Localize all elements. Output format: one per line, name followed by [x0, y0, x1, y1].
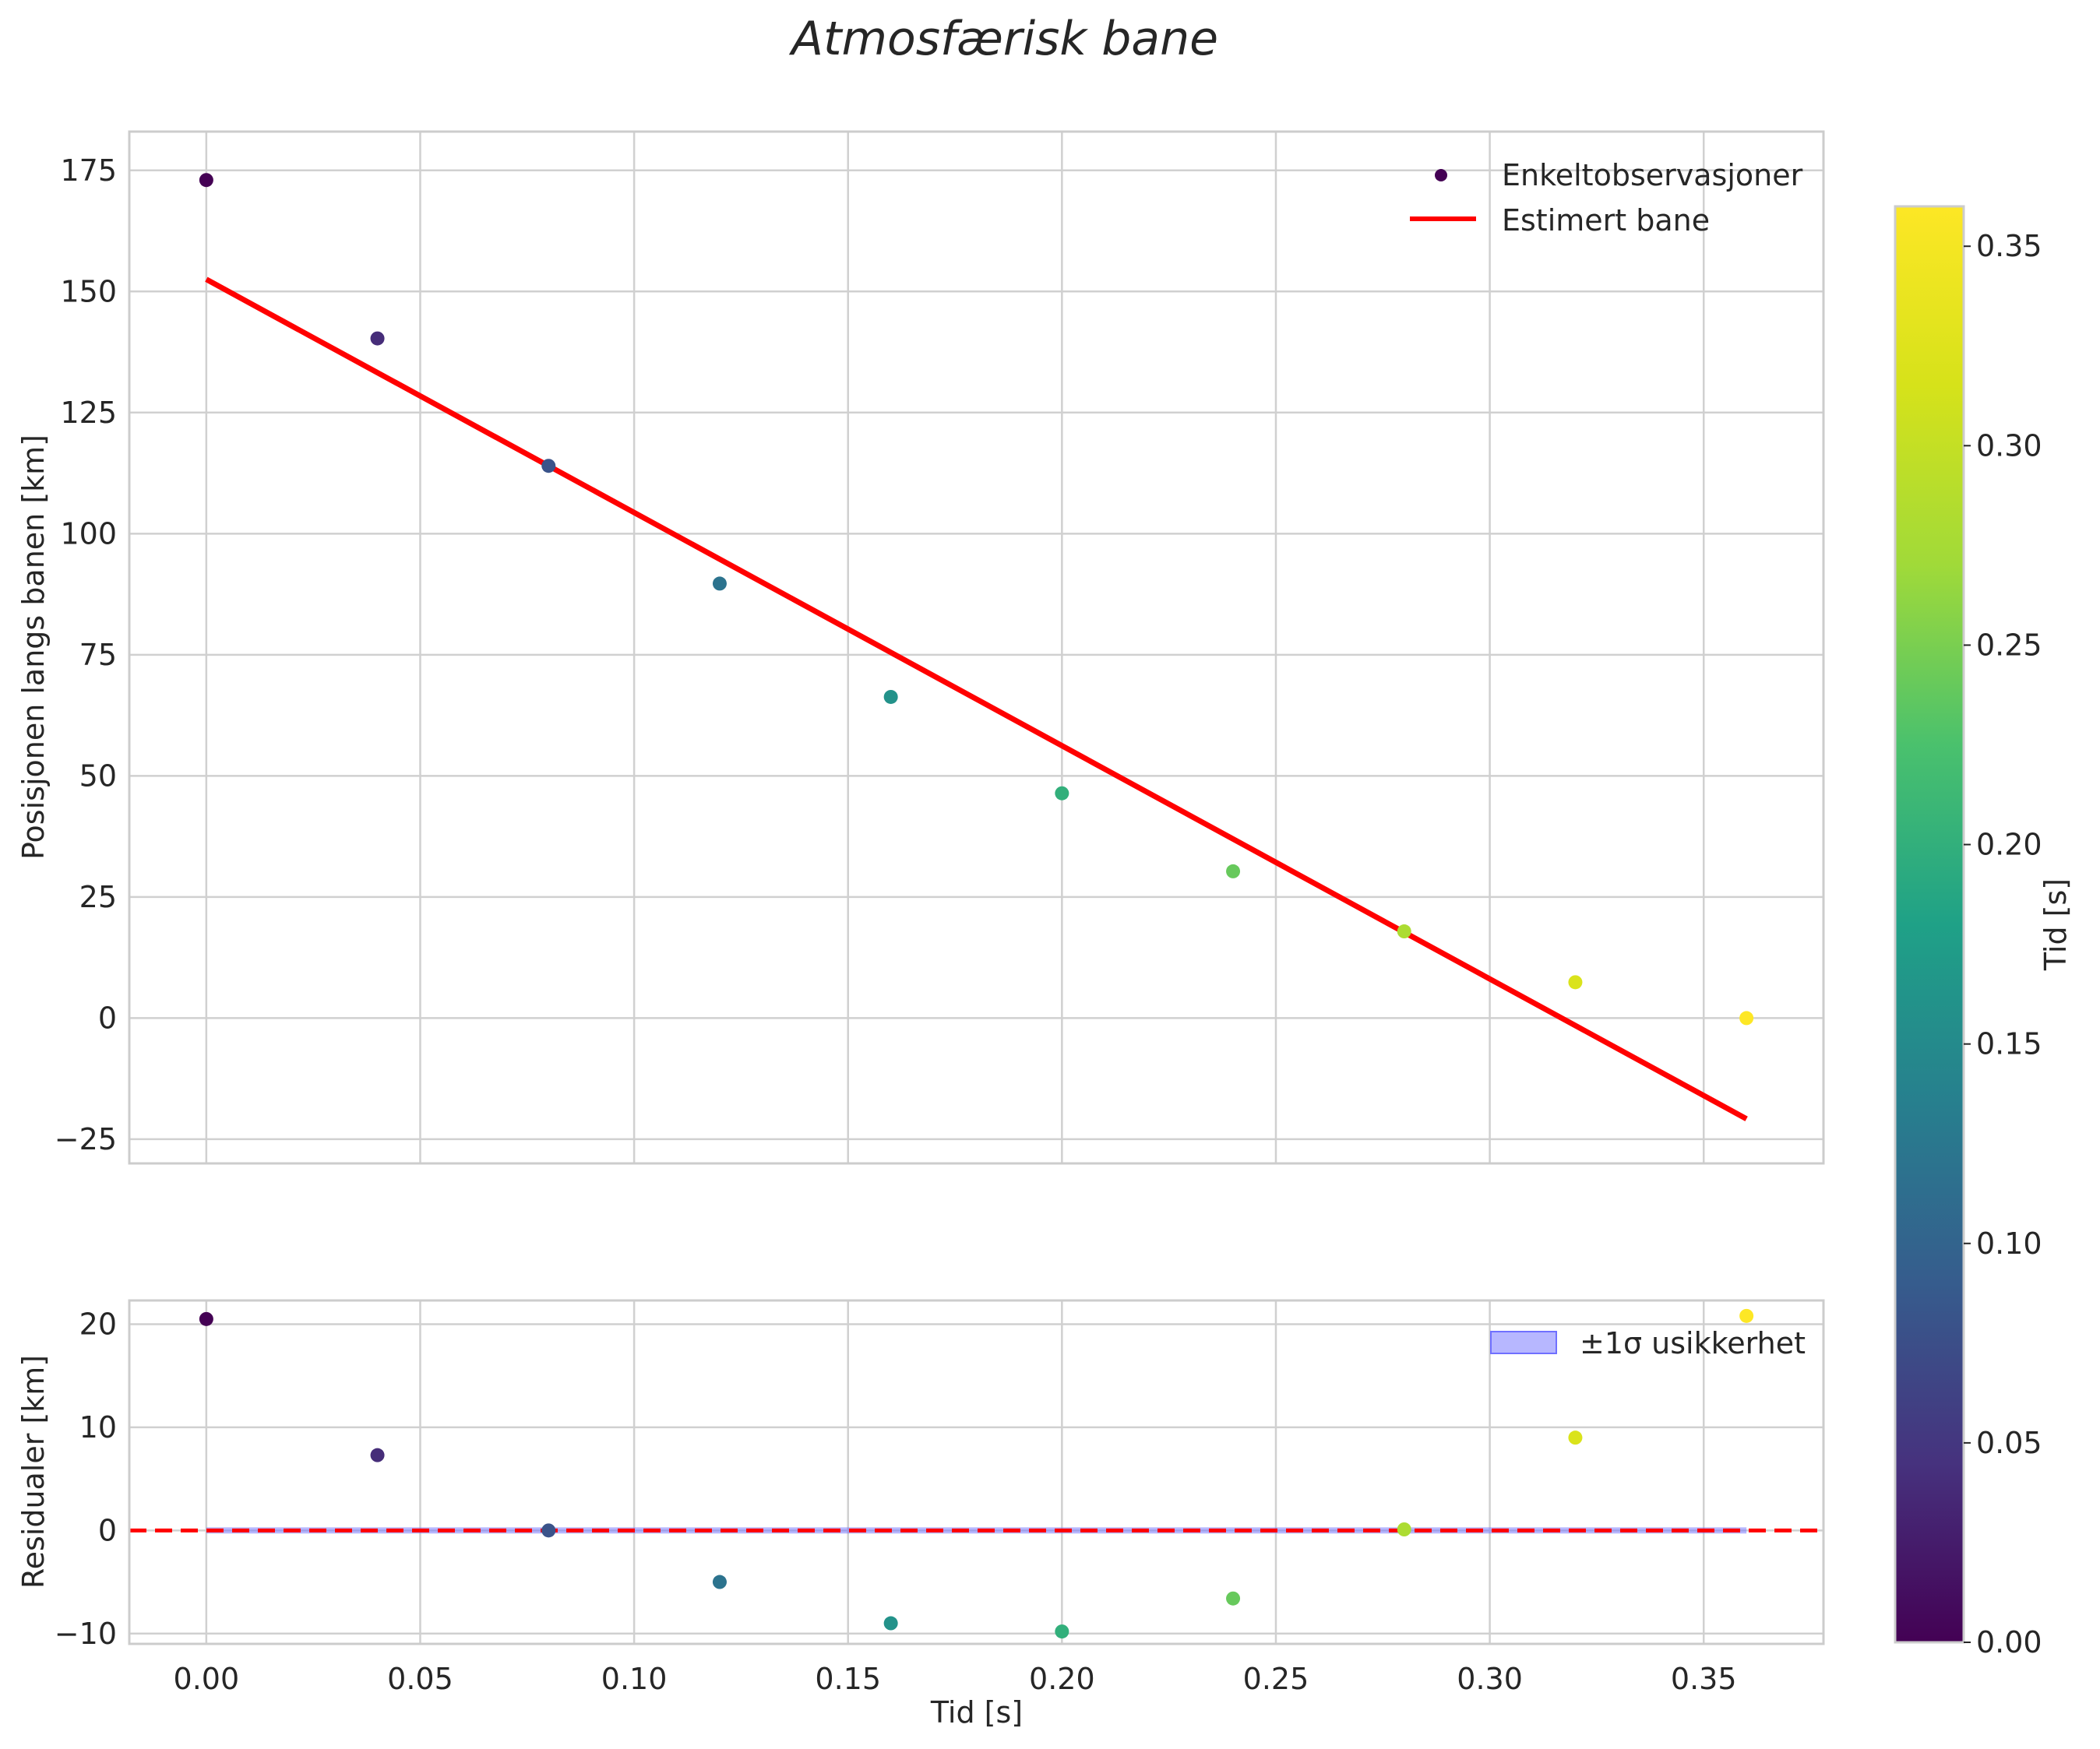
main-y-tick-label: 25	[79, 880, 117, 914]
main-grid	[129, 132, 1823, 1163]
main-data-point	[883, 689, 898, 704]
residual-data-point	[1226, 1591, 1241, 1606]
main-data-point	[199, 173, 213, 188]
residual-legend: ±1σ usikkerhet	[1490, 1326, 1806, 1360]
main-plot-area	[129, 132, 1823, 1163]
x-tick-label: 0.25	[1243, 1662, 1309, 1696]
colorbar-ticks: 0.00 0.05 0.10 0.15 0.20 0.25 0.30 0.35	[1964, 229, 2042, 1659]
x-axis-label: Tid [s]	[930, 1695, 1023, 1730]
main-y-tick-label: 150	[60, 274, 117, 308]
residual-y-tick-label: 10	[79, 1410, 117, 1445]
main-y-tick-label: −25	[55, 1122, 117, 1156]
main-y-ticks: 175 150 125 100 75 50 25 0 −25	[55, 153, 117, 1156]
colorbar-tick-label: 0.25	[1976, 628, 2042, 662]
residual-y-tick-label: −10	[55, 1617, 117, 1651]
legend-label-uncertainty: ±1σ usikkerhet	[1580, 1326, 1806, 1360]
residual-data-point	[1397, 1522, 1411, 1536]
colorbar-label: Tid [s]	[2038, 878, 2073, 971]
main-data-point	[1568, 975, 1583, 990]
estimated-path-line	[205, 276, 1748, 1121]
residual-data-point	[370, 1448, 385, 1462]
main-data-point	[712, 576, 727, 591]
main-y-tick-label: 0	[98, 1001, 117, 1035]
main-plot-frame	[128, 130, 1825, 1165]
residual-y-tick-label: 20	[79, 1307, 117, 1341]
main-data-point	[1055, 786, 1069, 801]
uncertainty-band	[206, 1527, 1747, 1534]
main-series	[199, 173, 1754, 1121]
main-data-point	[370, 331, 385, 346]
colorbar-tick-label: 0.35	[1976, 229, 2042, 263]
main-panel: 175 150 125 100 75 50 25 0 −25 Posisjonen langs …	[16, 130, 1825, 1165]
residual-data-point	[541, 1523, 556, 1538]
main-data-point	[541, 459, 556, 473]
main-data-point	[1226, 864, 1241, 878]
x-tick-label: 0.15	[815, 1662, 881, 1696]
legend-marker-observations	[1435, 169, 1447, 181]
main-y-tick-label: 100	[60, 516, 117, 551]
x-tick-label: 0.00	[174, 1662, 240, 1696]
colorbar-gradient	[1894, 205, 1965, 1644]
residual-data-point	[712, 1575, 727, 1589]
main-y-tick-label: 75	[79, 638, 117, 672]
main-y-axis-label: Posisjonen langs banen [km]	[16, 435, 51, 860]
residual-series	[129, 1308, 1823, 1639]
residual-plot-frame	[128, 1299, 1825, 1645]
main-y-tick-label: 175	[60, 153, 117, 188]
residual-data-point	[199, 1311, 213, 1326]
chart-title: Atmosfærisk bane	[788, 12, 1218, 66]
legend-label-observations: Enkeltobservasjoner	[1502, 158, 1803, 192]
x-tick-label: 0.05	[387, 1662, 453, 1696]
residual-data-point	[1568, 1431, 1583, 1445]
colorbar: 0.00 0.05 0.10 0.15 0.20 0.25 0.30 0.35 Tid [s]	[1894, 205, 2073, 1659]
main-y-tick-label: 50	[79, 758, 117, 793]
main-data-point	[1397, 924, 1411, 939]
residual-data-point	[883, 1616, 898, 1631]
colorbar-tick-label: 0.15	[1976, 1027, 2042, 1061]
colorbar-tick-label: 0.00	[1976, 1625, 2042, 1659]
x-tick-label: 0.10	[601, 1662, 668, 1696]
residual-y-ticks: 20 10 0 −10	[55, 1307, 117, 1650]
x-tick-label: 0.20	[1029, 1662, 1095, 1696]
legend-patch-uncertainty	[1490, 1331, 1557, 1354]
x-tick-label: 0.30	[1457, 1662, 1523, 1696]
colorbar-tick-label: 0.10	[1976, 1226, 2042, 1261]
residual-y-axis-label: Residualer [km]	[16, 1355, 51, 1589]
residual-plot-area	[129, 1300, 1823, 1644]
residual-panel: 0.00 0.05 0.10 0.15 0.20 0.25 0.30 0.35 20 10 0 −1…	[16, 1299, 1825, 1730]
residual-data-point	[1055, 1624, 1069, 1639]
colorbar-tick-label: 0.20	[1976, 828, 2042, 862]
colorbar-tick-label: 0.30	[1976, 428, 2042, 463]
main-legend: Enkeltobservasjoner Estimert bane	[1410, 158, 1803, 238]
x-tick-label: 0.35	[1671, 1662, 1737, 1696]
colorbar-tick-label: 0.05	[1976, 1426, 2042, 1460]
main-data-point	[1739, 1011, 1754, 1026]
legend-label-estimated: Estimert bane	[1502, 203, 1710, 238]
residual-x-ticks: 0.00 0.05 0.10 0.15 0.20 0.25 0.30 0.35	[174, 1662, 1737, 1696]
residual-data-point	[1739, 1308, 1754, 1323]
residual-y-tick-label: 0	[98, 1513, 117, 1547]
main-y-tick-label: 125	[60, 396, 117, 430]
